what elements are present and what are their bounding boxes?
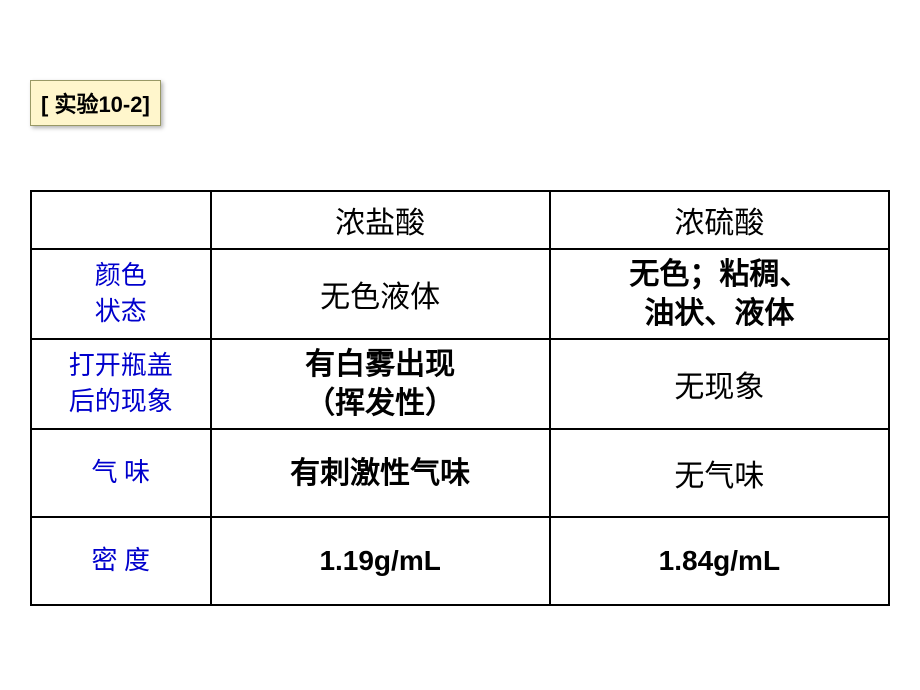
row4-label: 密 度 (31, 517, 211, 605)
table-row-smell: 气 味 有刺激性气味 无气味 (31, 429, 889, 517)
comparison-table: 浓盐酸 浓硫酸 颜色 状态 无色液体 无色；粘稠、 油状、液体 打开瓶盖 后的现… (30, 190, 890, 606)
header-col3: 浓硫酸 (550, 191, 889, 249)
table-row-color: 颜色 状态 无色液体 无色；粘稠、 油状、液体 (31, 249, 889, 339)
row1-col3-line2: 油状、液体 (644, 297, 794, 330)
row1-col2-text: 无色液体 (320, 281, 440, 314)
row2-label-line2: 后的现象 (69, 387, 173, 416)
row4-col3-text: 1.84g/mL (659, 545, 780, 576)
row2-col3: 无现象 (550, 339, 889, 429)
header-col2: 浓盐酸 (211, 191, 550, 249)
row1-label-line2: 状态 (95, 297, 147, 326)
row3-col2: 有刺激性气味 (211, 429, 550, 517)
row1-label-line1: 颜色 (95, 261, 147, 290)
row4-col3: 1.84g/mL (550, 517, 889, 605)
row2-label: 打开瓶盖 后的现象 (31, 339, 211, 429)
row3-label: 气 味 (31, 429, 211, 517)
row1-label: 颜色 状态 (31, 249, 211, 339)
badge-text: [ 实验10-2] (41, 92, 150, 117)
experiment-badge: [ 实验10-2] (30, 80, 161, 126)
row3-label-text: 气 味 (92, 458, 151, 487)
row1-col3: 无色；粘稠、 油状、液体 (550, 249, 889, 339)
table-row-density: 密 度 1.19g/mL 1.84g/mL (31, 517, 889, 605)
header-col3-text: 浓硫酸 (674, 207, 764, 240)
row1-col2: 无色液体 (211, 249, 550, 339)
comparison-table-container: 浓盐酸 浓硫酸 颜色 状态 无色液体 无色；粘稠、 油状、液体 打开瓶盖 后的现… (30, 190, 890, 606)
row3-col3: 无气味 (550, 429, 889, 517)
row2-label-line1: 打开瓶盖 (69, 351, 173, 380)
header-empty-cell (31, 191, 211, 249)
row1-col3-line1: 无色；粘稠、 (629, 258, 809, 291)
header-col2-text: 浓盐酸 (335, 207, 425, 240)
row2-col3-text: 无现象 (674, 371, 764, 404)
row3-col2-text: 有刺激性气味 (290, 457, 470, 490)
table-row-open: 打开瓶盖 后的现象 有白雾出现 （挥发性） 无现象 (31, 339, 889, 429)
row2-col2: 有白雾出现 （挥发性） (211, 339, 550, 429)
row2-col2-line2: （挥发性） (305, 387, 455, 420)
row3-col3-text: 无气味 (674, 460, 764, 493)
row4-col2-text: 1.19g/mL (319, 545, 440, 576)
row4-col2: 1.19g/mL (211, 517, 550, 605)
table-header-row: 浓盐酸 浓硫酸 (31, 191, 889, 249)
row4-label-text: 密 度 (92, 546, 151, 575)
row2-col2-line1: 有白雾出现 (305, 348, 455, 381)
